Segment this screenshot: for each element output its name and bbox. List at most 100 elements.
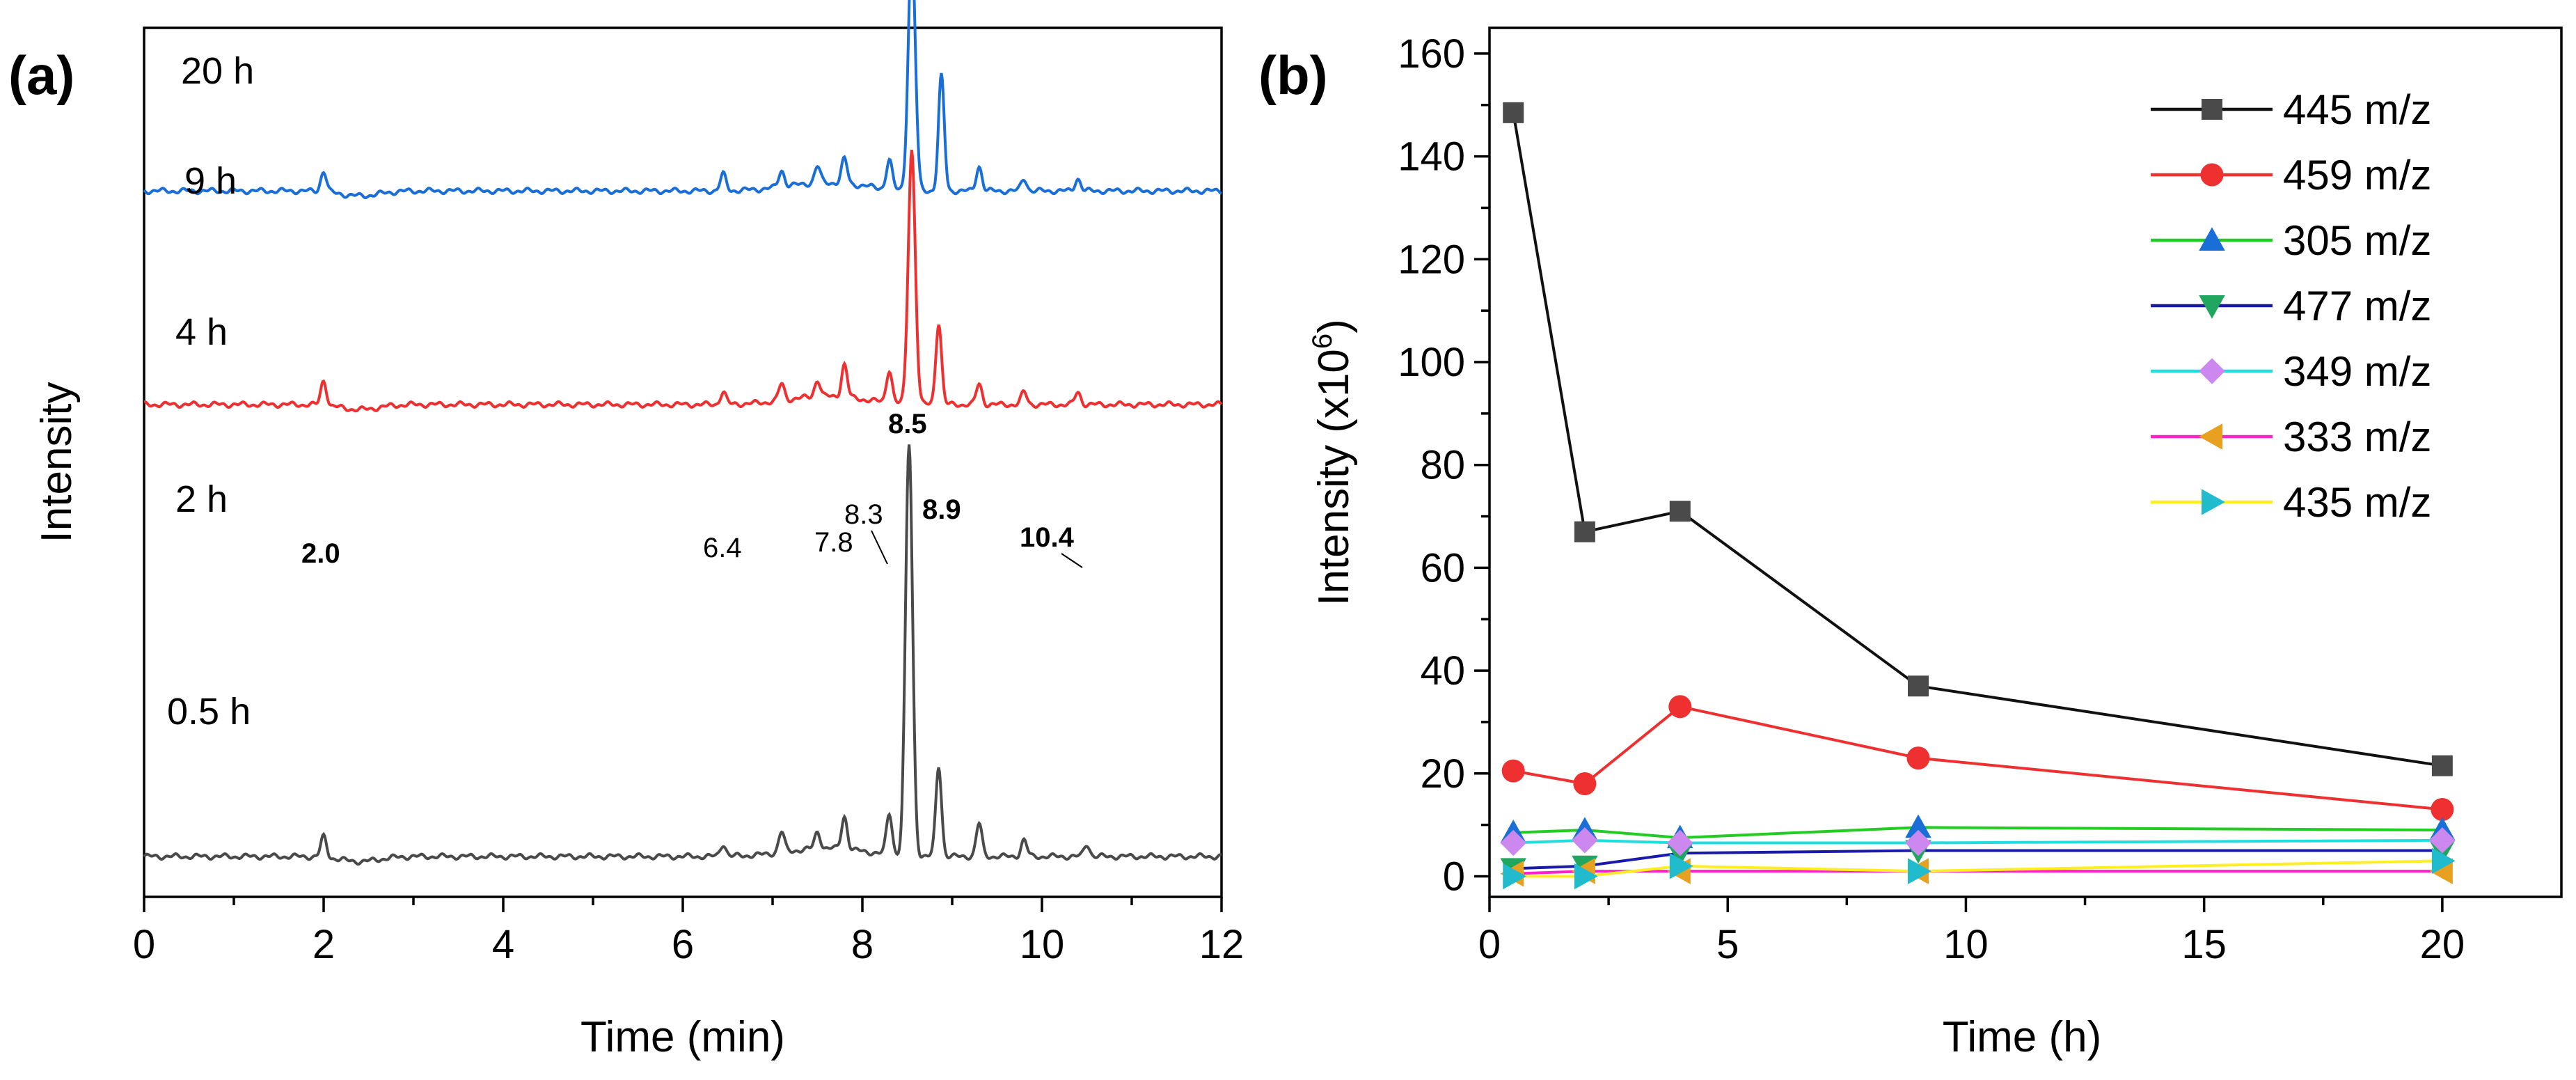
panel-a-x-axis-title: Time (min)	[580, 1013, 785, 1061]
series-445-mz	[1503, 102, 2453, 776]
b-x-tick-label: 0	[1478, 922, 1501, 967]
series-line	[1513, 859, 2442, 878]
panel-b-y-ticks: 0 20 40 60 80 100 120 140 160	[1398, 31, 1490, 899]
peak-label-7-8: 7.8	[814, 527, 853, 558]
legend-item: 477 m/z	[2151, 283, 2431, 329]
marker-square	[2431, 755, 2453, 776]
legend-item: 349 m/z	[2151, 348, 2431, 395]
a-x-tick-label: 4	[492, 922, 514, 967]
panel-b-legend: 445 m/z 459 m/z 305 m/z 477 m/z 349 m/z 333 m…	[2151, 86, 2431, 526]
legend-label: 305 m/z	[2283, 217, 2431, 264]
series-line	[1513, 826, 2442, 840]
marker-triangle-right	[2431, 847, 2456, 875]
trace-label: 20 h	[181, 50, 254, 92]
marker-circle	[2431, 797, 2454, 821]
peak-label-8-5: 8.5	[888, 409, 927, 439]
b-x-tick-label: 5	[1716, 922, 1739, 967]
panel-b-x-ticks: 0 5 10 15 20	[1478, 897, 2465, 967]
marker-square	[1574, 521, 1595, 542]
marker-triangle-right	[2202, 489, 2225, 515]
legend-item: 435 m/z	[2151, 479, 2431, 526]
marker-circle	[1668, 695, 1692, 719]
legend-label: 333 m/z	[2283, 414, 2431, 460]
b-y-tick-label: 40	[1420, 648, 1465, 694]
series-459-mz	[1501, 695, 2454, 821]
panel-b: (b) 0 5 10 15 20 0 20 40 60 80 100 120 140 160 445 m…	[1258, 26, 2563, 1061]
peak-label-10-4: 10.4	[1020, 522, 1075, 553]
panel-a: (a) 0 2 4 6 8 10 12 0.5 h 2 h 4 h 9 h 20 h 2.0 6.4…	[8, 0, 1244, 1061]
b-y-tick-label: 60	[1420, 545, 1465, 590]
marker-square	[2202, 99, 2222, 120]
marker-diamond	[1500, 829, 1526, 856]
panel-a-traces	[143, 0, 1223, 866]
marker-diamond	[1905, 829, 1931, 856]
marker-square	[1669, 501, 1691, 522]
marker-diamond	[1572, 827, 1598, 854]
peak-label-2-0: 2.0	[301, 538, 340, 569]
panel-a-trace-labels: 0.5 h 2 h 4 h 9 h 20 h	[167, 50, 254, 733]
a-x-tick-label: 6	[672, 922, 694, 967]
b-y-tick-label: 140	[1398, 134, 1465, 180]
series-435-mz	[1503, 847, 2456, 890]
panel-b-frame	[1488, 26, 2563, 898]
a-x-tick-label: 2	[313, 922, 335, 967]
panel-a-frame	[143, 26, 1223, 898]
panel-a-y-axis-title: Intensity	[33, 382, 81, 543]
a-x-tick-label: 10	[1020, 922, 1065, 967]
series-349-mz	[1500, 827, 2456, 856]
a-x-tick-label: 8	[851, 922, 874, 967]
peak-label-8-9: 8.9	[922, 494, 961, 525]
series-line	[1513, 849, 2442, 870]
trace-label: 0.5 h	[167, 691, 251, 733]
legend-label: 435 m/z	[2283, 479, 2431, 526]
marker-circle	[1501, 759, 1525, 783]
panel-a-label: (a)	[8, 45, 74, 106]
trace-0-5h	[143, 444, 1222, 866]
a-x-tick-label: 0	[133, 922, 155, 967]
trace-label: 4 h	[175, 311, 228, 353]
marker-triangle-right	[1669, 852, 1693, 879]
marker-triangle-right	[1503, 863, 1526, 890]
b-y-tick-label: 160	[1398, 31, 1465, 77]
legend-label: 349 m/z	[2283, 348, 2431, 395]
marker-diamond	[2429, 827, 2456, 854]
marker-triangle-up	[2199, 227, 2225, 251]
b-y-tick-label: 120	[1398, 237, 1465, 282]
marker-triangle-right	[1908, 858, 1931, 884]
series-line	[1513, 870, 2442, 875]
legend-item: 333 m/z	[2151, 414, 2431, 460]
marker-triangle-down	[2199, 295, 2225, 319]
peak-leader-10-4	[1061, 553, 1083, 568]
trace-2h	[143, 149, 1223, 413]
panel-b-y-axis-title: Intensity (x106)	[1307, 319, 1358, 606]
marker-square	[1503, 102, 1524, 123]
trace-label: 2 h	[175, 478, 228, 520]
marker-square	[1908, 675, 1929, 697]
series-line	[1512, 705, 2443, 811]
legend-label: 477 m/z	[2283, 283, 2431, 329]
marker-circle	[2200, 163, 2224, 187]
panel-a-x-ticks: 0 2 4 6 8 10 12	[133, 897, 1244, 967]
marker-circle	[1573, 772, 1597, 796]
legend-item: 445 m/z	[2151, 86, 2431, 133]
panel-b-label: (b)	[1258, 45, 1328, 106]
legend-label: 459 m/z	[2283, 152, 2431, 198]
peak-leader-8-3	[871, 530, 888, 565]
b-y-tick-label: 100	[1398, 340, 1465, 385]
marker-diamond	[1667, 829, 1693, 856]
panel-b-x-axis-title: Time (h)	[1943, 1013, 2101, 1061]
marker-triangle-up	[1905, 814, 1931, 838]
series-line	[1513, 838, 2442, 845]
marker-triangle-left	[2199, 423, 2222, 450]
series-477-mz	[1500, 840, 2456, 882]
legend-item: 305 m/z	[2151, 217, 2431, 264]
b-y-tick-label: 0	[1443, 854, 1465, 899]
marker-diamond	[2199, 358, 2225, 384]
b-x-tick-label: 10	[1943, 922, 1989, 967]
trace-4h	[143, 0, 1222, 199]
panel-b-series	[1500, 102, 2456, 890]
b-y-tick-label: 20	[1420, 751, 1465, 797]
marker-circle	[1906, 746, 1930, 770]
b-x-tick-label: 15	[2181, 922, 2227, 967]
